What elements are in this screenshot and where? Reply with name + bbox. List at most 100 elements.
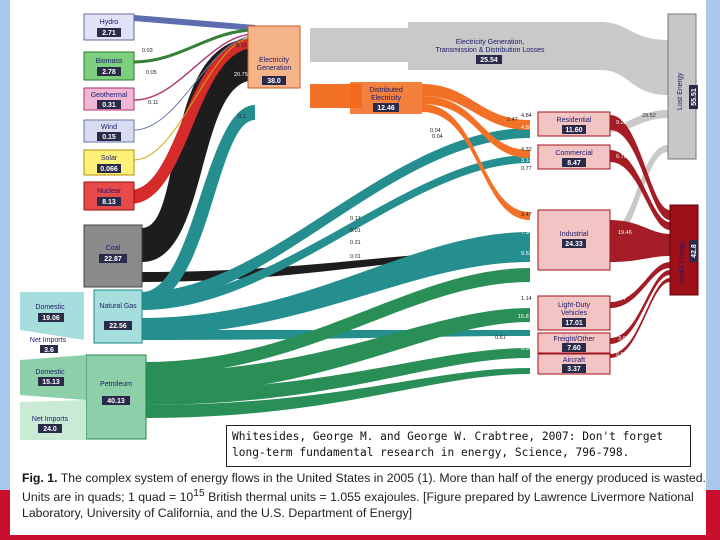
natural-gas-label: Natural Gas xyxy=(99,303,137,310)
gas-domestic-label: Domestic xyxy=(35,304,65,311)
svg-text:0.17: 0.17 xyxy=(350,216,361,222)
flow-ind-useful xyxy=(610,220,670,262)
geothermal-label: Geothermal xyxy=(91,92,128,99)
hydro-label: Hydro xyxy=(100,19,119,26)
svg-text:7.94: 7.94 xyxy=(521,230,532,236)
flow-hydro-elec xyxy=(133,15,256,31)
geothermal-value: 0.31 xyxy=(102,102,116,109)
distributed-label-1: Distributed xyxy=(369,87,403,94)
svg-text:3.04: 3.04 xyxy=(618,336,629,342)
svg-text:3.14: 3.14 xyxy=(521,158,532,164)
flow-pet-air xyxy=(145,368,530,418)
svg-text:1.14: 1.14 xyxy=(521,296,532,302)
flow-elec-dist xyxy=(310,84,362,108)
losses-label-1: Electricity Generation, xyxy=(456,39,525,46)
flow-gas-elec xyxy=(142,105,255,305)
flow-com-useful xyxy=(610,150,670,230)
flow-solar xyxy=(133,36,256,161)
flow-gas-com xyxy=(142,155,530,310)
svg-text:3.4: 3.4 xyxy=(618,296,626,302)
svg-text:0.04: 0.04 xyxy=(430,128,441,134)
wind-node xyxy=(83,119,135,143)
solar-value: 0.066 xyxy=(100,166,118,173)
lost-energy-value: 55.51 xyxy=(691,88,698,106)
biomass-value: 2.78 xyxy=(102,69,116,76)
svg-text:0.11: 0.11 xyxy=(148,100,158,106)
svg-text:6.56: 6.56 xyxy=(521,346,532,352)
caption-line1: The complex system of energy flows in th… xyxy=(22,471,706,505)
distributed-value: 12.46 xyxy=(377,105,395,112)
svg-text:0.31: 0.31 xyxy=(350,240,361,246)
svg-text:15.87: 15.87 xyxy=(518,314,532,320)
flow-layer xyxy=(130,15,670,418)
flow-pet-ldv xyxy=(145,308,530,395)
freight-label: Freight/Other xyxy=(553,336,595,343)
natural-gas-node xyxy=(93,289,143,344)
petroleum-label: Petroleum xyxy=(100,381,132,388)
pet-domestic-value: 15.13 xyxy=(42,379,60,386)
gas-imports-label: Net Imports xyxy=(30,337,67,344)
biomass-label: Biomass xyxy=(96,58,123,65)
import-nodes: Domestic 19.06 Net Imports 3.6 Domestic … xyxy=(20,292,86,440)
figure-caption: Fig. 1. The complex system of energy flo… xyxy=(22,470,706,521)
svg-text:20.75: 20.75 xyxy=(234,72,248,78)
commercial-label: Commercial xyxy=(555,150,593,157)
flow-losses-main xyxy=(408,22,668,95)
wind-value: 0.15 xyxy=(102,134,116,141)
flow-ldv-useful xyxy=(610,262,670,308)
coal-label: Coal xyxy=(106,245,121,252)
aircraft-label: Aircraft xyxy=(563,357,585,364)
flow-dist-res xyxy=(422,84,530,130)
svg-text:8.13: 8.13 xyxy=(236,43,247,49)
coal-value: 22.87 xyxy=(104,256,122,263)
svg-text:0.61: 0.61 xyxy=(495,335,506,341)
ldv-label-2: Vehicles xyxy=(561,310,588,317)
flow-gas-res xyxy=(142,128,530,305)
svg-text:4.58: 4.58 xyxy=(521,125,532,131)
useful-energy-label: Useful Energy xyxy=(679,241,686,285)
natural-gas-value: 22.56 xyxy=(109,323,127,330)
central-nodes: Electricity Generation 38.0 Distributed … xyxy=(247,25,545,114)
pet-domestic-label: Domestic xyxy=(35,369,65,376)
sector-nodes: Residential 11.60 Commercial 8.47 Indust… xyxy=(537,111,611,375)
flow-geo xyxy=(133,33,256,101)
losses-value: 25.54 xyxy=(480,57,498,64)
electricity-value: 38.0 xyxy=(267,78,281,85)
flow-dist-com xyxy=(422,96,530,158)
residential-value: 11.60 xyxy=(565,127,582,134)
residential-label: Residential xyxy=(557,117,592,124)
lost-energy-label: Lost Energy xyxy=(677,72,684,110)
svg-text:0.04: 0.04 xyxy=(432,134,443,140)
flow-losses xyxy=(310,28,408,62)
industrial-value: 24.33 xyxy=(565,241,583,248)
wind-label: Wind xyxy=(101,124,117,131)
svg-text:19.46: 19.46 xyxy=(618,230,632,236)
pet-imports-label: Net Imports xyxy=(32,416,69,423)
aircraft-value: 3.37 xyxy=(567,366,581,373)
svg-text:0.84: 0.84 xyxy=(616,352,627,358)
electricity-label-2: Generation xyxy=(257,65,292,72)
flow-numbers: 8.13 20.75 5.99 0.1 0.03 0.05 0.04 0.11 … xyxy=(142,43,656,367)
svg-text:9.28: 9.28 xyxy=(616,120,627,126)
svg-text:4.84: 4.84 xyxy=(521,113,532,119)
svg-text:0.01: 0.01 xyxy=(350,228,361,234)
ldv-value: 17.01 xyxy=(565,320,583,327)
flow-pet-ind xyxy=(145,268,530,375)
citation-box: Whitesides, George M. and George W. Crab… xyxy=(226,425,691,467)
flow-coal-elec xyxy=(142,38,255,262)
commercial-value: 8.47 xyxy=(567,160,581,167)
industrial-node xyxy=(537,209,611,271)
svg-text:9.53: 9.53 xyxy=(521,251,532,257)
svg-text:6.78: 6.78 xyxy=(616,154,627,160)
distributed-label-2: Electricity xyxy=(371,95,401,102)
svg-text:3.47: 3.47 xyxy=(521,212,532,218)
svg-text:29.52: 29.52 xyxy=(642,113,656,119)
nuclear-value: 8.13 xyxy=(102,199,116,206)
hydro-value: 2.71 xyxy=(102,30,116,37)
ldv-label-1: Light-Duty xyxy=(558,302,590,309)
industrial-label: Industrial xyxy=(560,231,589,238)
losses-label-2: Transmission & Distribution Losses xyxy=(435,47,545,54)
caption-sup: 15 xyxy=(193,488,205,499)
freight-value: 7.60 xyxy=(567,345,581,352)
svg-text:0.05: 0.05 xyxy=(146,70,157,76)
